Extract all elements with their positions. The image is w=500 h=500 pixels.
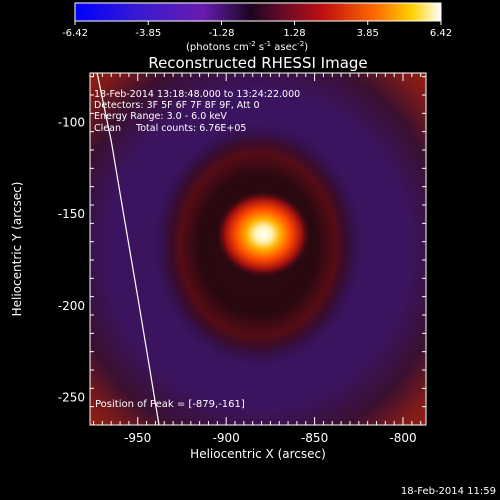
colorbar-tick-1: -3.85	[135, 28, 161, 39]
solar-limb-curve	[96, 73, 160, 425]
heatmap-peak-core	[215, 190, 312, 279]
colorbar-tick-5: 6.42	[430, 28, 452, 39]
axis-ticks	[90, 73, 426, 426]
colorbar-units: (photons cm-2 s-1 asec-2)	[186, 40, 308, 53]
y-tick-label-3: -250	[58, 391, 85, 405]
colorbar-tick-3: 1.28	[283, 28, 305, 39]
info-line-detectors: Detectors: 3F 5F 6F 7F 8F 9F, Att 0	[94, 100, 260, 111]
y-axis-label: Heliocentric Y (arcsec)	[10, 182, 24, 317]
x-tick-label-2: -850	[301, 431, 328, 445]
colorbar-ticks	[74, 21, 442, 25]
y-tick-label-1: -150	[58, 207, 85, 221]
chart-title: Reconstructed RHESSI Image	[148, 54, 367, 72]
colorbar-tick-2: -1.28	[209, 28, 235, 39]
colorbar	[74, 2, 442, 22]
x-tick-label-0: -950	[124, 431, 151, 445]
plot-frame	[89, 72, 427, 426]
info-line-energy: Energy Range: 3.0 - 6.0 keV	[94, 111, 227, 122]
x-axis-label: Heliocentric X (arcsec)	[190, 447, 326, 461]
heatmap-image	[90, 73, 426, 425]
x-tick-label-1: -900	[213, 431, 240, 445]
peak-position-label: Position of Peak = [-879,-161]	[95, 399, 245, 410]
info-line-clean: Clean Total counts: 6.76E+05	[94, 123, 246, 134]
colorbar-tick-4: 3.85	[357, 28, 379, 39]
info-line-time: 18-Feb-2014 13:18:48.000 to 13:24:22.000	[94, 89, 300, 100]
footer-timestamp: 18-Feb-2014 11:59	[401, 486, 496, 497]
colorbar-tick-0: -6.42	[62, 28, 88, 39]
y-tick-label-0: -100	[58, 116, 85, 130]
x-tick-label-3: -800	[389, 431, 416, 445]
y-tick-label-2: -200	[58, 299, 85, 313]
